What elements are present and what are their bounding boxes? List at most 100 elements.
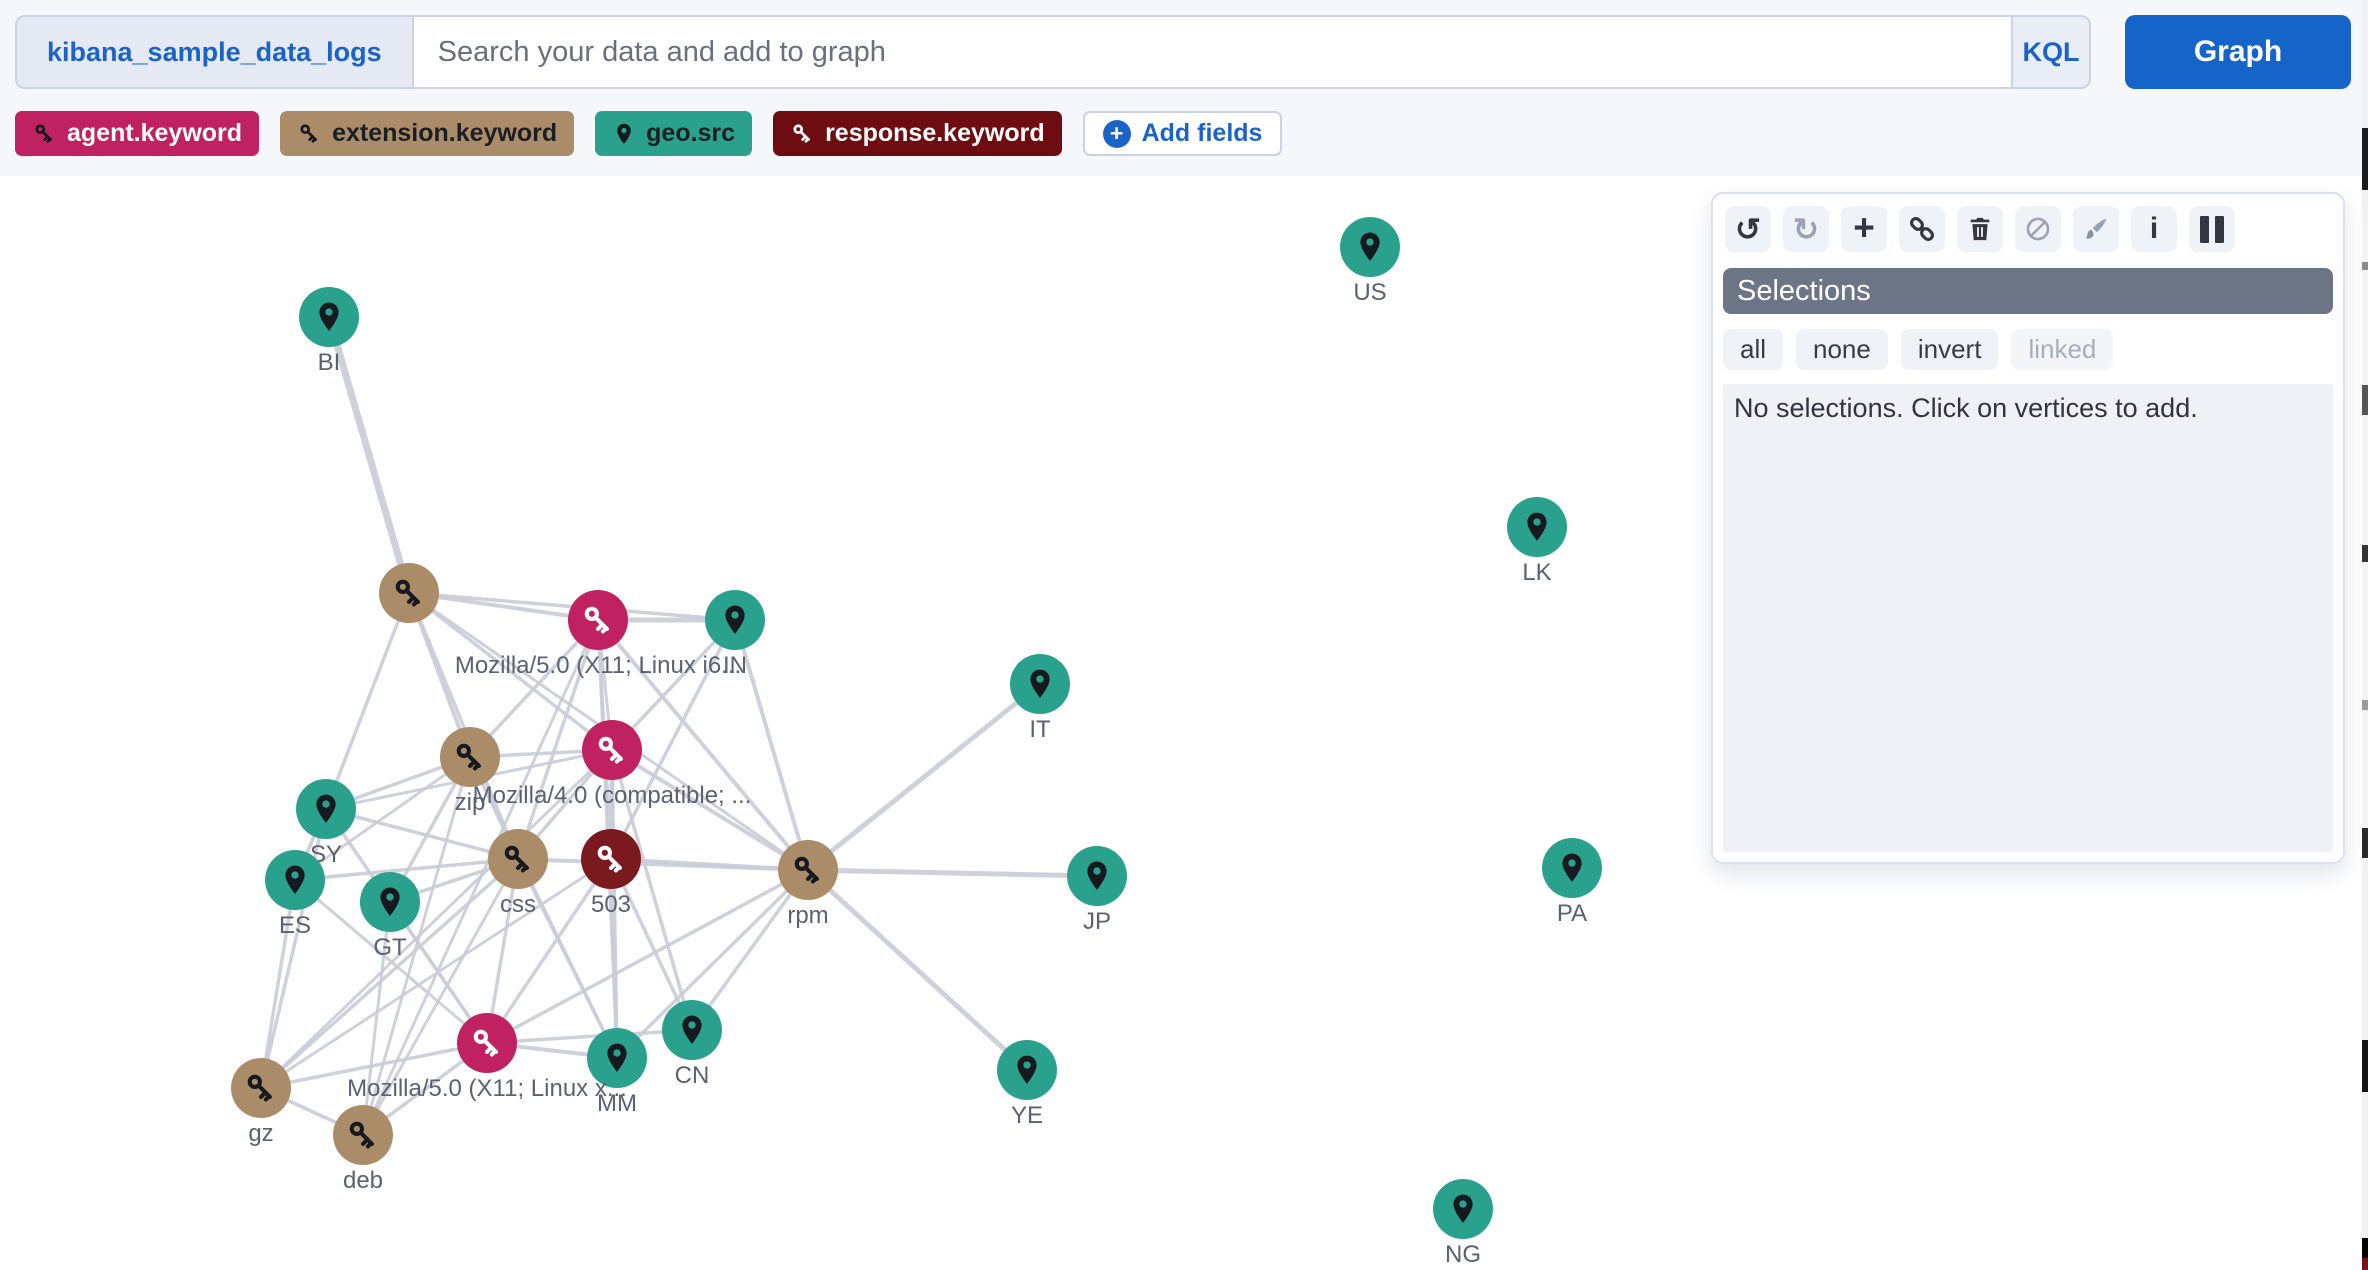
vertex-deb[interactable] xyxy=(333,1105,393,1165)
pin-icon xyxy=(725,605,745,634)
pin-icon xyxy=(1527,512,1547,541)
vertex-jp[interactable] xyxy=(1067,846,1127,906)
pin-icon xyxy=(1087,861,1107,890)
vertex-label: ES xyxy=(278,912,312,939)
graph-edge xyxy=(485,1028,694,1045)
graph-edge xyxy=(610,748,694,1032)
pin-icon xyxy=(1453,1194,1473,1223)
graph-edges xyxy=(259,313,1100,1137)
graph-edge xyxy=(325,313,413,597)
vertex-ext1[interactable] xyxy=(379,563,439,623)
graph-edge xyxy=(516,618,600,861)
graph-edge xyxy=(259,857,520,1090)
select-linked-button[interactable]: linked xyxy=(2011,329,2114,370)
key-icon xyxy=(473,1029,498,1057)
block-icon[interactable] xyxy=(2015,206,2061,252)
graph-edge xyxy=(407,591,600,622)
graph-edge xyxy=(609,857,619,1060)
key-icon xyxy=(794,856,819,884)
delete-icon[interactable] xyxy=(1957,206,2003,252)
field-badge-geo-src[interactable]: geo.src xyxy=(595,111,753,156)
vertex-label: gz xyxy=(248,1120,274,1147)
vertex-mozilla-5-0-x11-linux-x[interactable] xyxy=(457,1013,517,1073)
select-all-button[interactable]: all xyxy=(1723,329,1784,370)
link-icon[interactable] xyxy=(1899,206,1945,252)
field-badge-agent-keyword[interactable]: agent.keyword xyxy=(15,111,260,156)
vertex-label: css xyxy=(500,891,536,918)
key-icon xyxy=(395,579,420,607)
plus-circle-icon: + xyxy=(1102,119,1131,148)
vertex-label: zip xyxy=(454,789,486,816)
field-badge-response-keyword[interactable]: response.keyword xyxy=(773,111,1062,156)
top-bar: kibana_sample_data_logs KQL Graph agent.… xyxy=(0,0,2368,176)
graph-edge xyxy=(805,867,1030,1073)
vertex-mozilla-4-0-compatible[interactable] xyxy=(582,720,642,780)
vertex-ng[interactable] xyxy=(1433,1179,1493,1239)
graph-edge xyxy=(615,868,810,1060)
graph-edge xyxy=(259,748,614,1090)
graph-edge xyxy=(293,755,472,882)
vertex-gt[interactable] xyxy=(360,872,420,932)
search-input[interactable] xyxy=(413,17,2011,87)
vertex-pa[interactable] xyxy=(1542,838,1602,898)
vertex-gz[interactable] xyxy=(231,1058,291,1118)
vertex-label: Mozilla/5.0 (X11; Linux i6... xyxy=(454,652,742,679)
redo-icon[interactable]: ↻ xyxy=(1783,206,1829,252)
vertex-label: MM xyxy=(597,1090,637,1117)
vertex-503[interactable] xyxy=(581,829,641,889)
vertex-us[interactable] xyxy=(1340,217,1400,277)
vertex-mm[interactable] xyxy=(587,1028,647,1088)
undo-icon[interactable]: ↺ xyxy=(1725,206,1771,252)
vertex-label: JP xyxy=(1082,908,1112,935)
pause-icon[interactable] xyxy=(2189,206,2235,252)
graph-edge xyxy=(485,857,613,1045)
index-pattern-badge[interactable]: kibana_sample_data_logs xyxy=(17,17,414,87)
graph-edge xyxy=(516,857,619,1060)
vertex-rpm[interactable] xyxy=(778,840,838,900)
key-icon xyxy=(598,736,623,764)
pin-icon xyxy=(682,1015,702,1044)
graph-edge xyxy=(361,857,520,1137)
select-none-button[interactable]: none xyxy=(1796,329,1888,370)
select-invert-button[interactable]: invert xyxy=(1900,329,1999,370)
style-brush-icon[interactable] xyxy=(2073,206,2119,252)
vertex-css[interactable] xyxy=(488,829,548,889)
vertex-bi[interactable] xyxy=(299,287,359,347)
graph-edge xyxy=(259,807,328,1090)
graph-edge xyxy=(324,591,411,811)
vertex-it[interactable] xyxy=(1010,654,1070,714)
vertex-label: YE xyxy=(1010,1102,1044,1129)
vertex-label: 503 xyxy=(590,891,632,918)
vertex-cn[interactable] xyxy=(662,1000,722,1060)
vertex-es[interactable] xyxy=(265,850,325,910)
info-icon[interactable]: i xyxy=(2131,206,2177,252)
graph-workspace[interactable]: BI US LK PA NG IT JP YE IN SY ES GT MM CN zip css rpm gz d… xyxy=(0,176,2368,1270)
pin-icon xyxy=(1030,669,1050,698)
vertex-label: Mozilla/5.0 (X11; Linux x... xyxy=(347,1075,627,1102)
vertex-sy[interactable] xyxy=(296,779,356,839)
graph-edge xyxy=(407,591,614,752)
vertex-label: Mozilla/4.0 (compatible; ... xyxy=(472,782,752,809)
add-fields-button[interactable]: + Add fields xyxy=(1082,111,1283,156)
key-icon xyxy=(349,1121,374,1149)
add-icon[interactable]: + xyxy=(1841,206,1887,252)
graph-submit-button[interactable]: Graph xyxy=(2125,15,2351,89)
vertex-in[interactable] xyxy=(705,590,765,650)
vertex-mozilla-5-0-x11-linux-i6[interactable] xyxy=(568,590,628,650)
kql-button[interactable]: KQL xyxy=(2011,17,2089,87)
field-badge-extension-keyword[interactable]: extension.keyword xyxy=(280,111,575,156)
search-bar: kibana_sample_data_logs KQL xyxy=(15,15,2091,89)
vertex-ye[interactable] xyxy=(997,1040,1057,1100)
vertex-zip[interactable] xyxy=(440,727,500,787)
graph-edge xyxy=(361,755,472,1137)
graph-edge xyxy=(609,857,810,872)
index-pattern-label: kibana_sample_data_logs xyxy=(47,36,382,67)
vertex-label: NG xyxy=(1445,1241,1481,1268)
graph-edge xyxy=(259,857,613,1090)
graph-edge xyxy=(407,591,520,861)
field-badges-row: agent.keyword extension.keyword geo.src … xyxy=(15,111,1283,156)
vertex-lk[interactable] xyxy=(1507,497,1567,557)
graph-edge xyxy=(609,857,694,1032)
vertex-label: IN xyxy=(723,652,747,679)
